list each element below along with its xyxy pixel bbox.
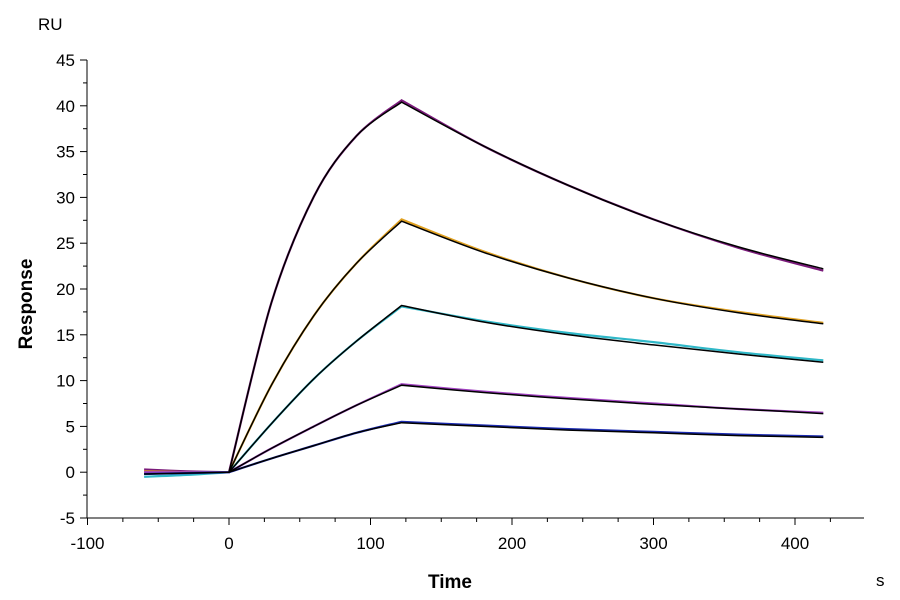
fit-curve-2 — [228, 220, 824, 473]
fit-curve-3 — [228, 304, 824, 473]
x-tick-label: 400 — [781, 534, 809, 553]
y-axis-title: Response — [16, 259, 37, 350]
y-axis-ticks: -5 0 5 10 15 20 25 30 35 40 45 — [56, 51, 87, 528]
x-axis-ticks: -100 0 100 200 300 400 — [70, 518, 831, 553]
x-tick-label: 0 — [224, 534, 233, 553]
x-tick-label: 300 — [639, 534, 667, 553]
y-tick-label: 0 — [66, 463, 75, 482]
y-tick-label: 25 — [56, 234, 75, 253]
x-tick-label: -100 — [70, 534, 104, 553]
y-tick-label: 30 — [56, 188, 75, 207]
y-tick-label: 20 — [56, 280, 75, 299]
measured-curves — [144, 98, 824, 478]
x-axis-title: Time — [428, 572, 472, 593]
fit-curve-5 — [228, 421, 824, 473]
y-tick-label: 5 — [66, 417, 75, 436]
y-tick-label: 45 — [56, 51, 75, 70]
y-tick-label: -5 — [60, 509, 75, 528]
measured-curve-1 — [144, 98, 824, 474]
x-tick-label: 200 — [498, 534, 526, 553]
y-tick-label: 15 — [56, 326, 75, 345]
fit-curve-4 — [228, 384, 824, 473]
y-tick-label: 10 — [56, 372, 75, 391]
x-tick-label: 100 — [356, 534, 384, 553]
y-tick-label: 40 — [56, 97, 75, 116]
x-unit-label: s — [876, 571, 885, 590]
y-tick-label: 35 — [56, 143, 75, 162]
fit-curve-1 — [228, 101, 824, 473]
y-unit-label: RU — [38, 15, 63, 34]
fit-baseline — [144, 471, 230, 475]
fit-curves — [144, 101, 824, 475]
